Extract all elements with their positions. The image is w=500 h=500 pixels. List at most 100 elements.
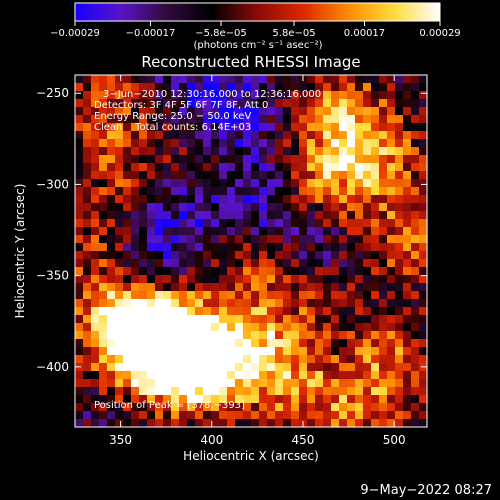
heatmap-cell	[403, 147, 412, 156]
heatmap-cell	[227, 323, 236, 332]
heatmap-cell	[83, 163, 92, 172]
heatmap-cell	[107, 403, 116, 412]
heatmap-cell	[139, 131, 148, 140]
heatmap-cell	[75, 355, 84, 364]
heatmap-cell	[163, 115, 172, 124]
heatmap-cell	[155, 347, 164, 356]
heatmap-cell	[243, 339, 252, 348]
heatmap-cell	[91, 355, 100, 364]
heatmap-cell	[131, 347, 140, 356]
heatmap-cell	[147, 203, 156, 212]
heatmap-cell	[331, 219, 340, 228]
heatmap-cell	[259, 307, 268, 316]
heatmap-cell	[395, 227, 404, 236]
heatmap-cell	[307, 107, 316, 116]
heatmap-cell	[179, 259, 188, 268]
heatmap-cell	[323, 419, 332, 428]
heatmap-cell	[155, 179, 164, 188]
heatmap-cell	[307, 315, 316, 324]
colorbar-tick-label: −5.8e−05	[195, 28, 247, 39]
heatmap-cell	[371, 323, 380, 332]
heatmap-cell	[195, 251, 204, 260]
heatmap-cell	[419, 227, 428, 236]
heatmap-cell	[75, 219, 84, 228]
heatmap-cell	[187, 131, 196, 140]
heatmap-cell	[331, 267, 340, 276]
heatmap-cell	[75, 211, 84, 220]
heatmap-cell	[155, 83, 164, 92]
heatmap-cell	[227, 155, 236, 164]
heatmap-cell	[83, 131, 92, 140]
heatmap-cell	[419, 299, 428, 308]
heatmap-cell	[195, 259, 204, 268]
heatmap-cell	[91, 259, 100, 268]
heatmap-cell	[179, 139, 188, 148]
heatmap-cell	[155, 371, 164, 380]
heatmap-cell	[83, 347, 92, 356]
heatmap-cell	[235, 147, 244, 156]
heatmap-cell	[219, 275, 228, 284]
heatmap-cell	[131, 179, 140, 188]
heatmap-cell	[331, 347, 340, 356]
heatmap-cell	[379, 211, 388, 220]
heatmap-cell	[371, 171, 380, 180]
heatmap-cell	[131, 267, 140, 276]
heatmap-cell	[171, 387, 180, 396]
heatmap-cell	[395, 331, 404, 340]
heatmap-cell	[195, 315, 204, 324]
heatmap-cell	[219, 99, 228, 108]
heatmap-cell	[339, 323, 348, 332]
heatmap-cell	[251, 331, 260, 340]
heatmap-cell	[235, 347, 244, 356]
heatmap-cell	[323, 139, 332, 148]
heatmap-cell	[99, 91, 108, 100]
heatmap-cell	[331, 123, 340, 132]
heatmap-cell	[179, 283, 188, 292]
peak-position-label: Position of Peak = [378,−393]	[94, 400, 245, 411]
heatmap-cell	[323, 219, 332, 228]
heatmap-cell	[283, 419, 292, 428]
heatmap-cell	[315, 211, 324, 220]
heatmap-cell	[107, 363, 116, 372]
heatmap-cell	[371, 251, 380, 260]
heatmap-cell	[403, 291, 412, 300]
heatmap-cell	[395, 315, 404, 324]
heatmap-cell	[227, 347, 236, 356]
colorbar-tick-label: 0.00029	[419, 28, 460, 39]
heatmap-cell	[331, 307, 340, 316]
heatmap-cell	[331, 339, 340, 348]
heatmap-cell	[83, 339, 92, 348]
heatmap-cell	[211, 107, 220, 116]
heatmap-cell	[75, 131, 84, 140]
heatmap-cell	[123, 387, 132, 396]
heatmap-cell	[139, 227, 148, 236]
heatmap-cell	[291, 235, 300, 244]
heatmap-cell	[115, 275, 124, 284]
heatmap-cell	[331, 395, 340, 404]
heatmap-cell	[403, 267, 412, 276]
heatmap-cell	[83, 267, 92, 276]
heatmap-cell	[355, 155, 364, 164]
heatmap-cell	[275, 403, 284, 412]
heatmap-cell	[315, 379, 324, 388]
heatmap-cell	[171, 267, 180, 276]
heatmap-cell	[147, 163, 156, 172]
heatmap-cell	[339, 267, 348, 276]
heatmap-cell	[275, 163, 284, 172]
heatmap-cell	[251, 323, 260, 332]
heatmap-cell	[395, 163, 404, 172]
heatmap-cell	[91, 251, 100, 260]
heatmap-cell	[203, 187, 212, 196]
heatmap-cell	[259, 339, 268, 348]
heatmap-cell	[203, 411, 212, 420]
heatmap-cell	[283, 179, 292, 188]
x-tick-label: 400	[200, 433, 223, 447]
heatmap-cell	[411, 163, 420, 172]
heatmap-cell	[187, 355, 196, 364]
heatmap-cell	[99, 219, 108, 228]
heatmap-cell	[275, 139, 284, 148]
heatmap-cell	[251, 411, 260, 420]
heatmap-cell	[139, 155, 148, 164]
heatmap-cell	[347, 107, 356, 116]
heatmap-cell	[227, 131, 236, 140]
